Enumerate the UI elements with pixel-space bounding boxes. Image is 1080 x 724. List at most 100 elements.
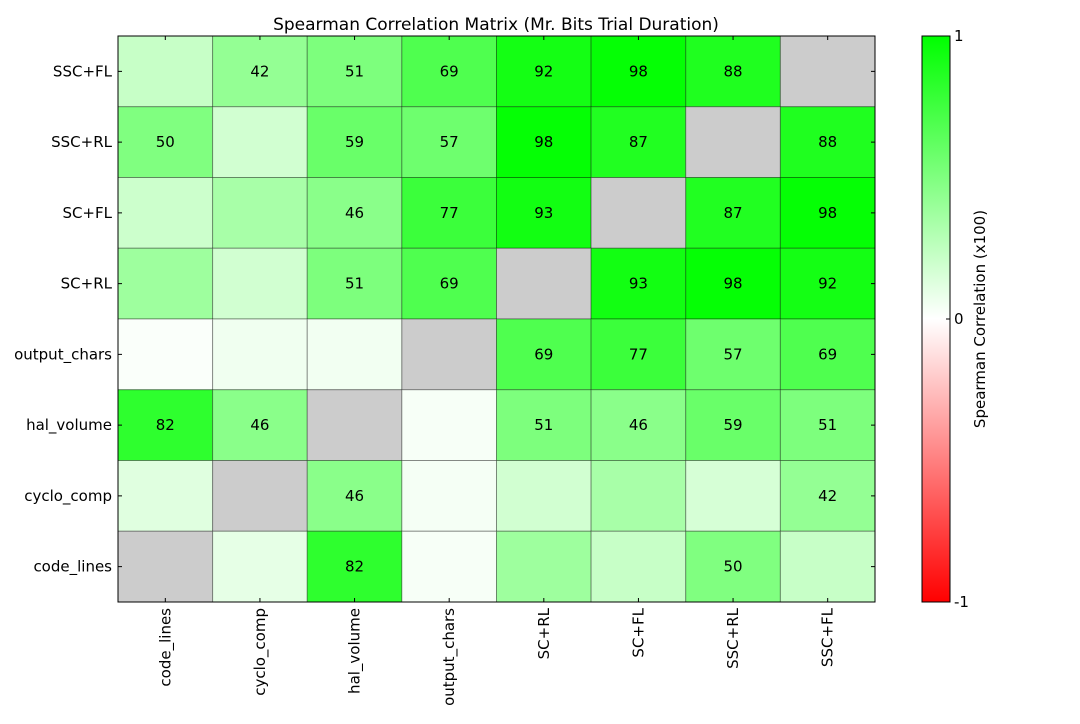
heatmap-cell — [779, 530, 876, 603]
heatmap-cell — [496, 35, 592, 108]
heatmap-cell — [212, 389, 308, 461]
cell-value-label: 98 — [724, 275, 743, 293]
heatmap-cell — [685, 247, 781, 320]
heatmap-cell — [401, 247, 497, 320]
x-tick-label: output_chars — [440, 608, 459, 706]
heatmap-cell — [117, 247, 214, 320]
heatmap-cell — [685, 106, 781, 178]
cell-value-label: 69 — [440, 62, 459, 80]
heatmap-cell — [306, 318, 403, 391]
cell-value-label: 87 — [724, 204, 743, 222]
heatmap-cell — [779, 247, 876, 320]
heatmap-cell — [779, 35, 876, 108]
y-tick-label: cyclo_comp — [24, 487, 112, 506]
chart-title: Spearman Correlation Matrix (Mr. Bits Tr… — [273, 15, 719, 35]
y-tick-label: SSC+FL — [53, 62, 113, 80]
heatmap-cell — [590, 177, 687, 249]
heatmap-cell — [685, 460, 781, 532]
colorbar: Spearman Correlation (x100) 1 0 -1 — [921, 27, 989, 611]
cell-value-label: 50 — [156, 133, 175, 151]
heatmap-cell — [496, 106, 592, 178]
cell-value-label: 51 — [534, 416, 553, 434]
cell-value-label: 42 — [818, 487, 837, 505]
colorbar-tick-label: 0 — [954, 310, 964, 328]
heatmap-cell — [212, 318, 308, 391]
colorbar-gradient — [921, 35, 951, 603]
x-tick-label: hal_volume — [346, 608, 365, 694]
heatmap-cell — [117, 177, 214, 249]
heatmap-cell — [212, 460, 308, 532]
cell-value-label: 82 — [156, 416, 175, 434]
cell-value-label: 77 — [440, 204, 459, 222]
heatmap-cell — [779, 177, 876, 249]
heatmap-cell — [117, 389, 214, 461]
cell-value-label: 82 — [345, 558, 364, 576]
heatmap-cell — [306, 247, 403, 320]
cell-value-label: 59 — [345, 133, 364, 151]
cell-value-label: 57 — [724, 345, 743, 363]
heatmap-cell — [401, 389, 497, 461]
x-tick-label: SC+FL — [629, 607, 647, 657]
heatmap-cell — [685, 318, 781, 391]
heatmap-cell — [212, 177, 308, 249]
cell-value-label: 88 — [818, 133, 837, 151]
heatmap-cell — [401, 460, 497, 532]
y-tick-label: SSC+RL — [51, 133, 113, 151]
heatmap-cell — [685, 389, 781, 461]
cell-value-label: 46 — [345, 204, 364, 222]
y-tick-label: code_lines — [33, 558, 112, 577]
cell-value-label: 93 — [534, 204, 553, 222]
heatmap-cell — [306, 177, 403, 249]
heatmap-cell — [496, 389, 592, 461]
heatmap-cell — [117, 35, 214, 108]
heatmap-cell — [496, 530, 592, 603]
heatmap-cell — [117, 460, 214, 532]
heatmap-cell — [212, 35, 308, 108]
y-axis: SSC+FL SSC+RL SC+FL SC+RL output_chars hal_vo… — [14, 62, 875, 577]
cell-value-label: 46 — [345, 487, 364, 505]
heatmap-cell — [306, 106, 403, 178]
colorbar-tick-label: -1 — [954, 593, 969, 611]
heatmap-cell — [306, 389, 403, 461]
heatmap-cell — [496, 460, 592, 532]
cell-value-label: 92 — [534, 62, 553, 80]
heatmap-cell — [685, 530, 781, 603]
heatmap-cell — [212, 530, 308, 603]
x-tick-label: cyclo_comp — [251, 608, 270, 696]
cell-value-label: 59 — [724, 416, 743, 434]
cell-value-label: 46 — [250, 416, 269, 434]
x-tick-label: code_lines — [156, 608, 175, 687]
heatmap-cell — [306, 530, 403, 603]
y-tick-label: SC+FL — [62, 204, 112, 222]
heatmap-cell — [590, 530, 687, 603]
cell-value-label: 69 — [534, 345, 553, 363]
heatmap-cell — [401, 177, 497, 249]
heatmap-cell — [496, 247, 592, 320]
heatmap-cell — [590, 247, 687, 320]
cell-value-label: 92 — [818, 275, 837, 293]
heatmap-cell — [212, 247, 308, 320]
cell-value-label: 50 — [724, 558, 743, 576]
cell-value-label: 42 — [250, 62, 269, 80]
heatmap-cell — [117, 318, 214, 391]
heatmap-cell — [590, 35, 687, 108]
cell-value-label: 51 — [345, 62, 364, 80]
heatmap-cell — [779, 106, 876, 178]
plot-frame — [117, 35, 876, 603]
heatmap-cell — [685, 35, 781, 108]
x-tick-label: SSC+FL — [819, 607, 837, 667]
colorbar-tick-label: 1 — [954, 27, 964, 45]
cell-value-label: 98 — [629, 62, 648, 80]
cell-value-label: 98 — [534, 133, 553, 151]
heatmap-cell — [117, 530, 214, 603]
x-tick-label: SSC+RL — [724, 607, 742, 669]
x-axis: code_lines cyclo_comp hal_volume output_cha… — [156, 36, 837, 706]
cell-value-label: 77 — [629, 345, 648, 363]
heatmap-cell — [401, 530, 497, 603]
cell-value-label: 93 — [629, 275, 648, 293]
cell-value-label: 46 — [629, 416, 648, 434]
cell-value-label: 98 — [818, 204, 837, 222]
heatmap-cell — [306, 35, 403, 108]
